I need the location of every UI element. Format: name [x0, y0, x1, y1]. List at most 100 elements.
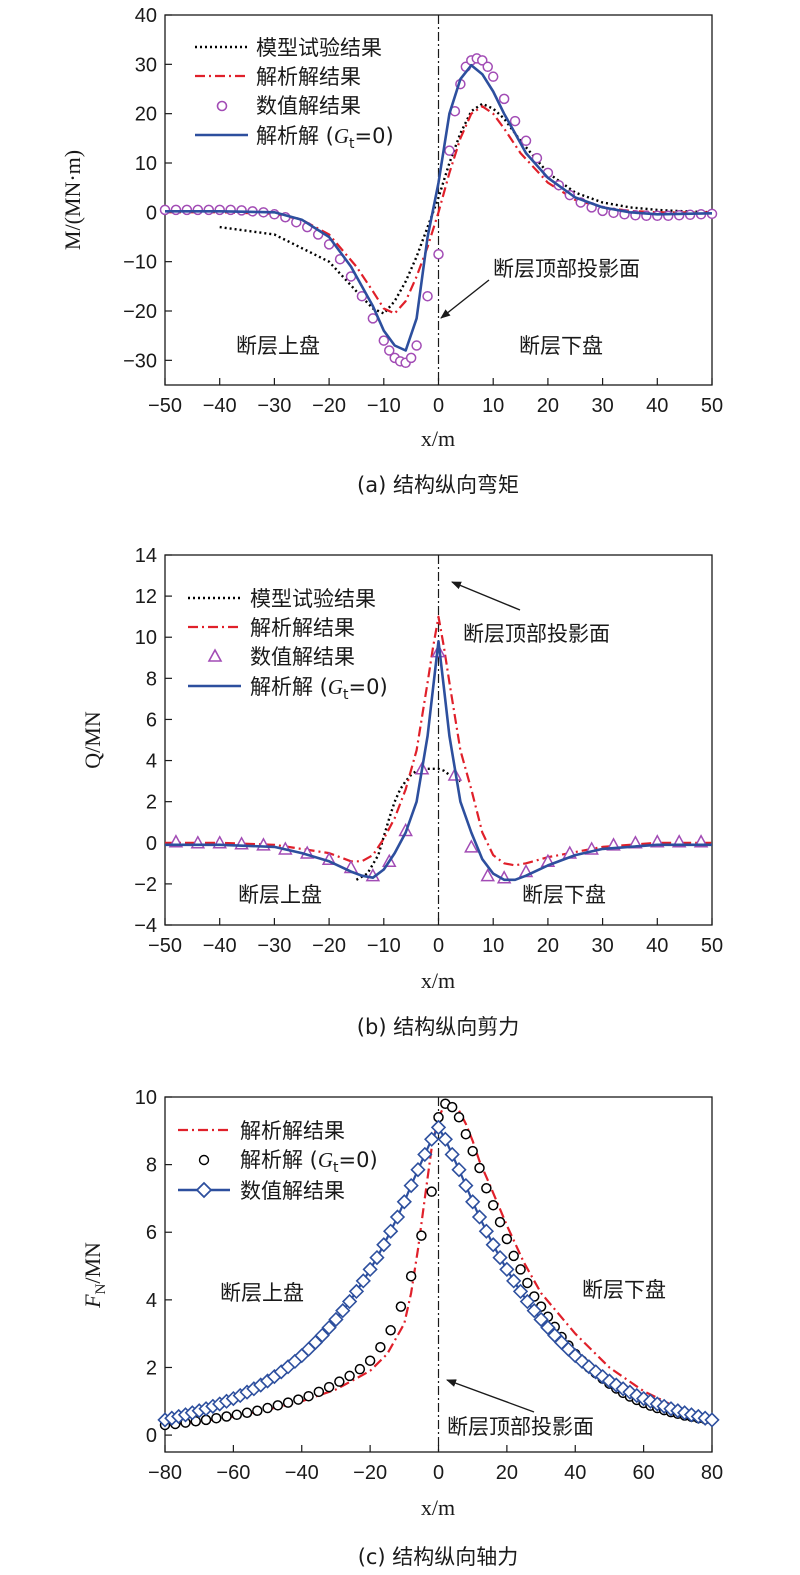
data-point	[405, 352, 417, 364]
data-point	[383, 1223, 399, 1239]
x-tick-label: −40	[285, 1462, 319, 1484]
data-point	[471, 1209, 488, 1225]
data-point	[704, 1412, 720, 1428]
y-tick-label: 6	[146, 709, 157, 731]
y-ticks: −4 −2 0 2 4 6 8 10 12 14	[134, 545, 172, 937]
data-point	[203, 204, 215, 216]
data-point	[375, 1341, 386, 1353]
data-point	[410, 1162, 426, 1178]
x-tick-label: 60	[633, 1462, 655, 1484]
legend: 模型试验结果 解析解结果 数值解结果 解析解 (Gt=0)	[188, 587, 388, 703]
y-tick-label: 10	[135, 1087, 157, 1109]
panel-b-shear: −50 −40 −30 −20 −10 0 10 20 30 40 50 −4−2024681012…	[80, 545, 723, 1039]
data-point	[422, 290, 433, 302]
data-point	[487, 1199, 499, 1211]
data-point	[494, 1216, 506, 1228]
x-tick-label: 40	[646, 935, 668, 957]
data-point	[389, 1209, 406, 1225]
data-point	[262, 1402, 273, 1414]
panel-a-moment: −50 −40 −30 −20 −10 0 10 20 30 40 50 −30 −20 −10 0 10 2…	[60, 5, 723, 497]
y-tick-label: 30	[135, 54, 157, 76]
y-tick-label: 4	[146, 1290, 157, 1312]
data-point	[211, 1412, 222, 1424]
legend-label-analytical-gt0: 解析解 (Gt=0)	[256, 124, 394, 152]
x-tick-label: 20	[496, 1462, 518, 1484]
y-tick-label: 2	[146, 1357, 157, 1379]
data-point	[540, 1319, 556, 1336]
x-axis-label: x/m	[421, 1495, 455, 1520]
data-point	[328, 1311, 344, 1328]
y-tick-label: 14	[135, 545, 157, 567]
annotation-foot-wall: 断层下盘	[522, 883, 606, 907]
series-2	[157, 1119, 720, 1428]
data-point	[376, 1237, 392, 1253]
data-point	[314, 1327, 330, 1343]
data-point	[446, 1101, 458, 1113]
data-point	[426, 1186, 437, 1197]
y-axis-label: FN/MN	[80, 1242, 109, 1309]
data-point	[508, 1250, 519, 1262]
data-point	[453, 1112, 465, 1123]
data-point	[482, 61, 493, 73]
data-point	[499, 1261, 515, 1278]
data-point	[615, 1381, 631, 1397]
series-layer	[157, 1098, 720, 1431]
x-axis-label: x/m	[421, 426, 455, 451]
y-tick-label: 8	[146, 668, 157, 690]
data-point	[303, 1390, 314, 1402]
y-tick-label: −10	[123, 252, 157, 274]
annotation-foot-wall: 断层下盘	[582, 1278, 666, 1302]
annotation-hanging-wall: 断层上盘	[236, 334, 320, 358]
data-point	[533, 1311, 549, 1328]
y-tick-label: −4	[134, 915, 157, 937]
y-tick-label: 6	[146, 1222, 157, 1244]
data-point	[474, 1162, 485, 1174]
annotation-fault-projection: 断层顶部投影面	[493, 257, 640, 281]
x-tick-label: 40	[564, 1462, 586, 1484]
data-point	[515, 1264, 526, 1275]
legend: 模型试验结果 解析解结果 数值解结果 解析解 (Gt=0)	[195, 36, 394, 152]
data-point	[354, 1363, 366, 1375]
data-point	[478, 1223, 494, 1239]
x-tick-label: −20	[353, 1462, 387, 1484]
series-line	[165, 64, 713, 352]
annotation-hanging-wall: 断层上盘	[238, 883, 322, 907]
y-tick-label: 12	[135, 586, 157, 608]
x-tick-label: 30	[591, 395, 613, 417]
data-point	[652, 210, 663, 222]
data-point	[396, 1194, 412, 1210]
legend-label-numerical: 数值解结果	[240, 1179, 345, 1203]
data-point	[344, 1370, 355, 1382]
y-tick-label: 4	[146, 751, 157, 773]
legend-label-analytical-gt0: 解析解 (Gt=0)	[250, 675, 388, 703]
data-point	[608, 1377, 624, 1393]
x-tick-label: −10	[367, 395, 401, 417]
x-tick-label: −20	[312, 935, 346, 957]
data-point	[512, 1283, 529, 1300]
y-tick-label: 20	[135, 104, 157, 126]
data-point	[519, 1293, 536, 1310]
data-point	[200, 1414, 212, 1426]
legend-swatch-numerical	[207, 648, 223, 662]
series-3	[165, 640, 712, 882]
x-tick-label: 10	[482, 395, 504, 417]
data-point	[526, 1303, 542, 1319]
y-tick-label: 0	[146, 202, 157, 224]
legend-label-analytical: 解析解结果	[250, 616, 355, 640]
data-point	[444, 145, 455, 156]
legend: 解析解结果 解析解 (Gt=0) 数值解结果	[178, 1119, 378, 1203]
annotation-hanging-wall: 断层上盘	[220, 1281, 304, 1305]
x-tick-label: −40	[203, 935, 237, 957]
data-point	[272, 1400, 284, 1411]
data-point	[487, 71, 499, 82]
series-0	[355, 767, 461, 881]
data-point	[501, 1233, 513, 1245]
data-point	[506, 1273, 522, 1289]
data-point	[458, 1177, 474, 1194]
data-point	[335, 1303, 351, 1319]
series-line	[355, 767, 461, 881]
data-point	[225, 204, 236, 216]
legend-label-analytical: 解析解结果	[256, 65, 361, 89]
panel-caption: (a) 结构纵向弯矩	[357, 473, 519, 497]
